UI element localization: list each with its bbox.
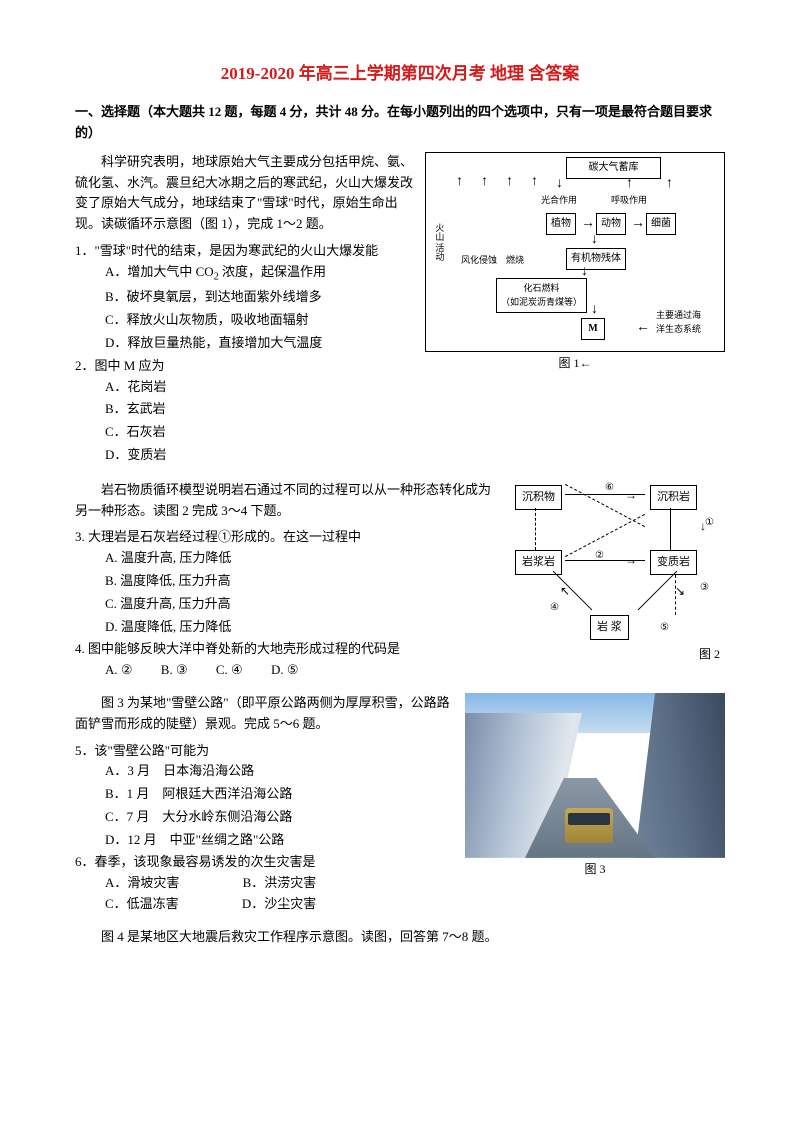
solid-line	[670, 508, 671, 550]
d1-M-box: M	[581, 318, 605, 340]
snow-wall-photo	[465, 693, 725, 858]
down-arrow-icon: ↓	[581, 265, 588, 279]
d1-sea: 主要通过海 洋生态系统	[656, 308, 701, 337]
solid-line	[565, 494, 645, 495]
q4-D: D. ⑤	[271, 660, 299, 681]
up-arrow-icon: ↑	[481, 175, 488, 189]
section-heading: 一、选择题（本大题共 12 题，每题 4 分，共计 48 分。在每小题列出的四个…	[75, 102, 725, 144]
d1-weathering: 风化侵蚀	[461, 253, 497, 267]
d1-photosynthesis: 光合作用	[541, 193, 577, 207]
d1-plant: 植物	[546, 213, 576, 235]
down-arrow-icon: ↓	[556, 177, 563, 191]
q6-options: A．滑坡灾害 B．洪涝灾害 C．低温冻害 D．沙尘灾害	[105, 873, 725, 915]
num-5: ⑤	[660, 620, 669, 636]
carbon-cycle-diagram: 碳大气蓄库 光合作用 呼吸作用 植物 动物 细菌 火山 活动 风化侵蚀 燃烧 有…	[425, 152, 725, 352]
up-arrow-icon: ↑	[456, 175, 463, 189]
solid-line	[565, 560, 645, 561]
d1-fossil: 化石燃料 （如泥炭沥青煤等）	[496, 278, 587, 313]
up-arrow-icon: ↑	[626, 177, 633, 191]
solid-line	[638, 570, 678, 610]
d2-sediment: 沉积物	[515, 485, 562, 511]
down-arrow-icon: ↓	[591, 233, 598, 247]
rock-cycle-diagram: 沉积物 沉积岩 岩浆岩 变质岩 岩 浆 ⑥ ① ② ③ ④ ⑤ → ↓ → ↘ …	[505, 480, 725, 645]
num-3: ③	[700, 580, 709, 596]
d1-organic: 有机物残体	[566, 248, 626, 270]
q2-options: A．花岗岩 B．玄武岩 C．石灰岩 D．变质岩	[105, 377, 725, 466]
q3-4-block: 沉积物 沉积岩 岩浆岩 变质岩 岩 浆 ⑥ ① ② ③ ④ ⑤ → ↓ → ↘ …	[75, 480, 725, 681]
d2-sedrock: 沉积岩	[650, 485, 697, 511]
right-arrow-icon: →	[631, 217, 645, 231]
up-arrow-icon: ↑	[666, 177, 673, 191]
q1-2-block: 碳大气蓄库 光合作用 呼吸作用 植物 动物 细菌 火山 活动 风化侵蚀 燃烧 有…	[75, 152, 725, 468]
right-arrow-icon: →	[625, 489, 637, 501]
d1-burning: 燃烧	[506, 253, 524, 267]
up-arrow-icon: ↑	[506, 175, 513, 189]
d1-top-box: 碳大气蓄库	[566, 157, 661, 179]
q6-D: D．沙尘灾害	[242, 894, 316, 915]
figure-1-caption: 图 1←	[425, 354, 725, 373]
figure-2-caption: 图 2	[505, 645, 725, 664]
d2-meta: 变质岩	[650, 550, 697, 576]
q6-A: A．滑坡灾害	[105, 873, 179, 894]
q6-B: B．洪涝灾害	[243, 873, 317, 894]
right-arrow-icon: →	[581, 217, 595, 231]
figure-1-wrapper: 碳大气蓄库 光合作用 呼吸作用 植物 动物 细菌 火山 活动 风化侵蚀 燃烧 有…	[425, 152, 725, 373]
q4-B: B. ③	[161, 660, 188, 681]
num-1: ①	[705, 515, 714, 531]
exam-title: 2019-2020 年高三上学期第四次月考 地理 含答案	[75, 60, 725, 87]
q4-C: C. ④	[216, 660, 243, 681]
dash-line	[565, 514, 645, 557]
intro-4: 图 4 是某地区大地震后救灾工作程序示意图。读图，回答第 7～8 题。	[75, 927, 725, 948]
down-arrow-icon: ↓	[700, 520, 706, 532]
figure-2-wrapper: 沉积物 沉积岩 岩浆岩 变质岩 岩 浆 ⑥ ① ② ③ ④ ⑤ → ↓ → ↘ …	[505, 480, 725, 664]
left-arrow-icon: ←	[636, 321, 650, 335]
d1-microbe: 细菌	[646, 213, 676, 235]
figure-3-caption: 图 3	[465, 860, 725, 879]
q2-A: A．花岗岩	[105, 377, 725, 398]
left-arrow-icon: ↓	[591, 303, 598, 317]
q6-C: C．低温冻害	[105, 894, 179, 915]
photo-bus	[565, 808, 613, 843]
d1-volcano: 火山 活动	[432, 223, 446, 261]
d1-animal: 动物	[596, 213, 626, 235]
q5-6-block: 图 3 图 3 为某地"雪壁公路"（即平原公路两侧为厚厚积雪，公路路面铲雪而形成…	[75, 693, 725, 915]
q4-A: A. ②	[105, 660, 133, 681]
num-4: ④	[550, 600, 559, 616]
figure-3-wrapper: 图 3	[465, 693, 725, 879]
q2-B: B．玄武岩	[105, 399, 725, 420]
up-arrow-icon: ↑	[531, 175, 538, 189]
num-2: ②	[595, 548, 604, 564]
dash-line	[675, 575, 676, 615]
d1-respiration: 呼吸作用	[611, 193, 647, 207]
dash-line	[535, 508, 536, 550]
d2-magma: 岩 浆	[590, 615, 629, 641]
down-arrow-icon: ↘	[675, 585, 685, 597]
q2-C: C．石灰岩	[105, 422, 725, 443]
q2-D: D．变质岩	[105, 445, 725, 466]
